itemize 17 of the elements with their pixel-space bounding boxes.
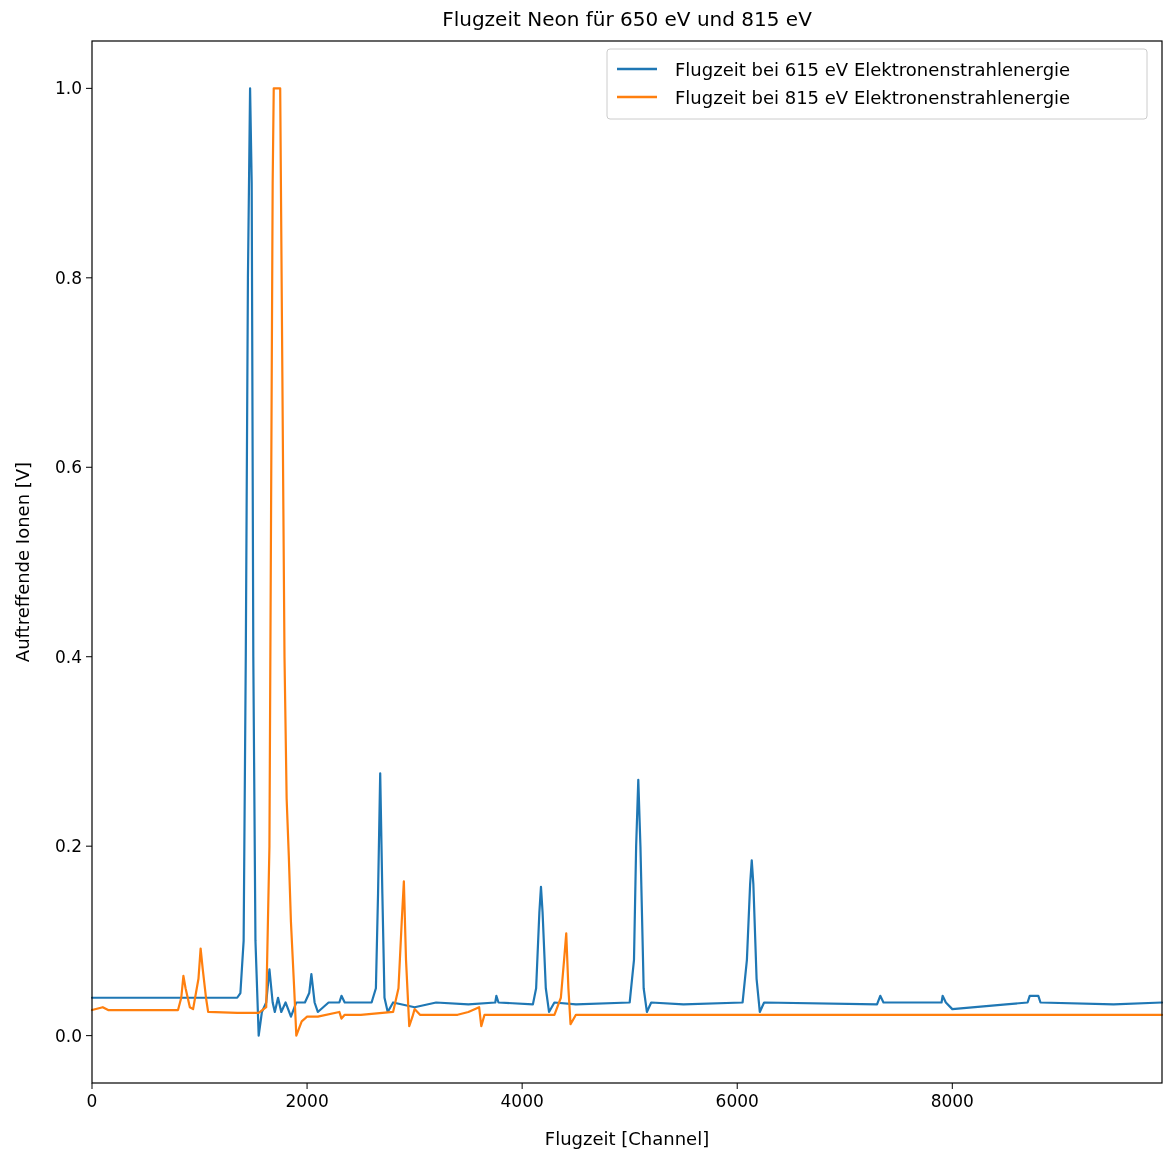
y-axis-title: Auftreffende Ionen [V] bbox=[12, 461, 33, 663]
x-tick-label: 8000 bbox=[930, 1091, 974, 1111]
y-tick-label: 0.4 bbox=[54, 646, 82, 667]
y-tick-label: 1.0 bbox=[54, 78, 82, 99]
x-tick-label: 2000 bbox=[285, 1091, 329, 1111]
chart-title: Flugzeit Neon für 650 eV und 815 eV bbox=[442, 7, 813, 31]
x-axis-title: Flugzeit [Channel] bbox=[544, 1128, 710, 1149]
y-tick-label: 0.0 bbox=[54, 1025, 82, 1046]
y-tick-label: 0.8 bbox=[54, 267, 82, 288]
x-tick-label: 0 bbox=[86, 1091, 98, 1111]
line-series bbox=[90, 87, 1163, 1037]
y-tick-label: 0.2 bbox=[54, 836, 82, 857]
x-tick-label: 6000 bbox=[715, 1091, 759, 1111]
x-tick-label: 4000 bbox=[500, 1091, 544, 1111]
legend-label: Flugzeit bei 815 eV Elektronenstrahlenergie bbox=[675, 87, 1071, 108]
y-tick-label: 0.6 bbox=[54, 457, 82, 478]
legend-label: Flugzeit bei 615 eV Elektronenstrahlenergie bbox=[675, 59, 1071, 80]
